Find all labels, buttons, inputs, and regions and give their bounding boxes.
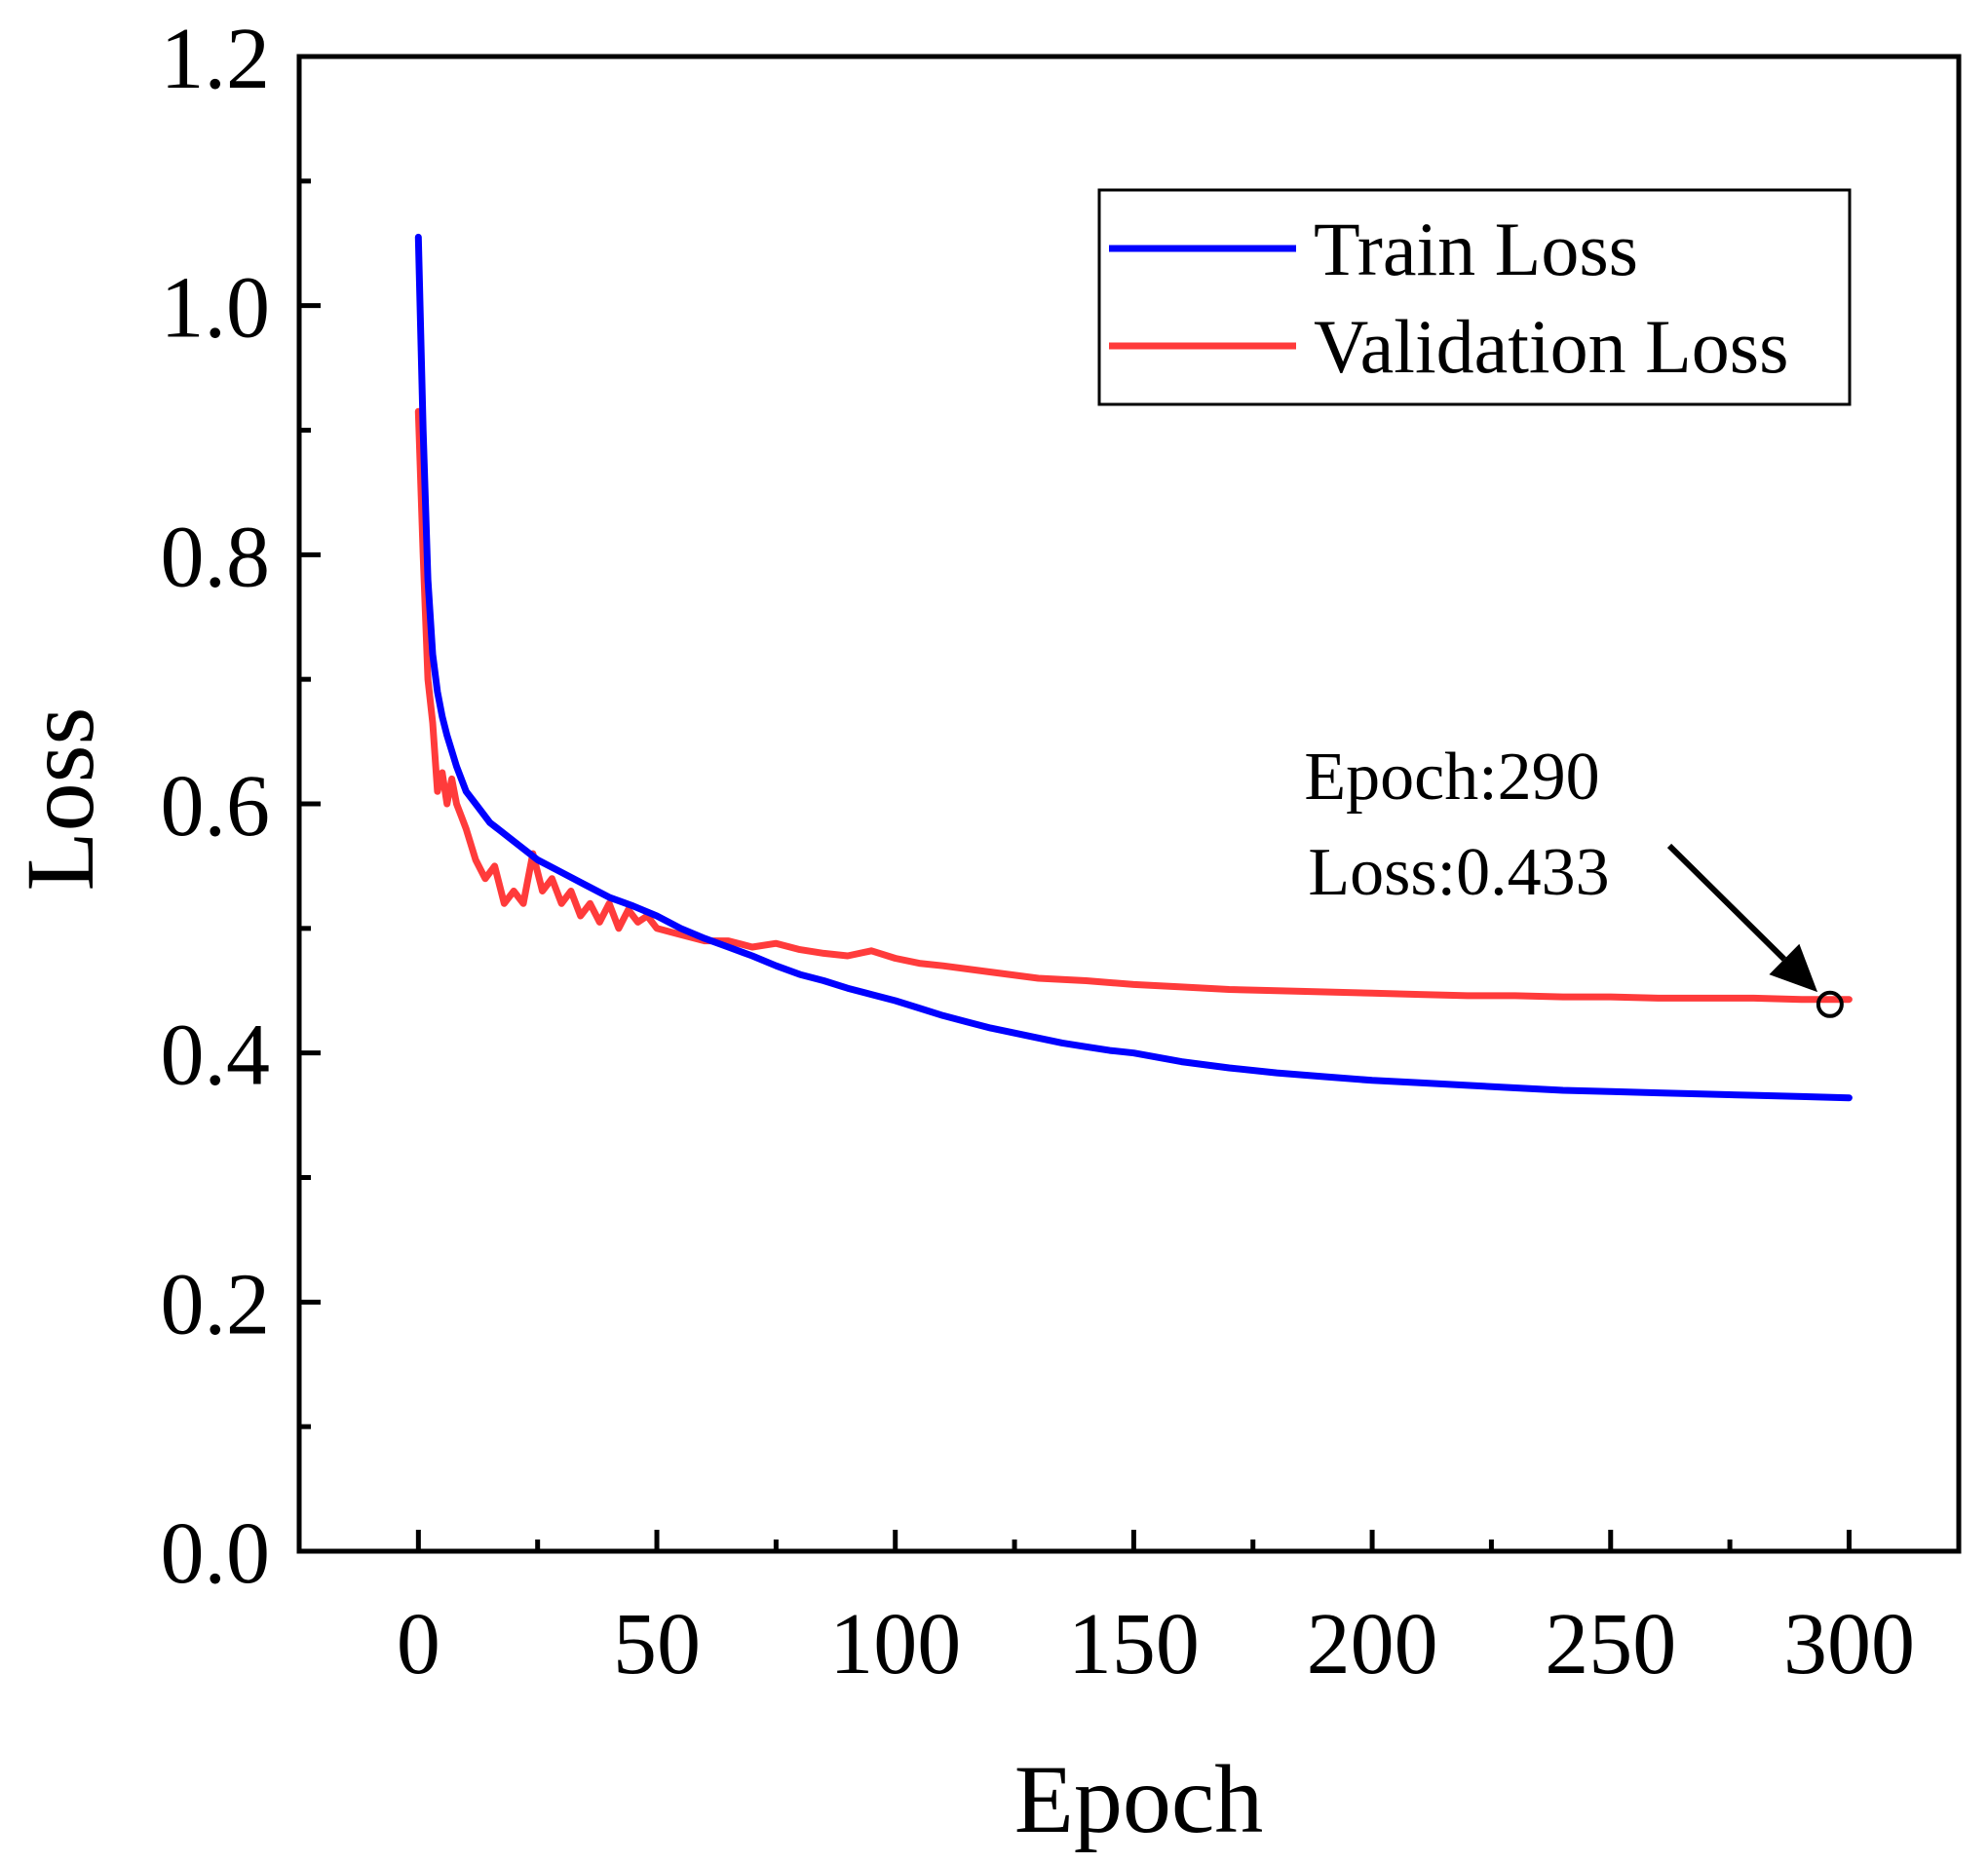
legend-label-validation-loss: Validation Loss	[1314, 304, 1788, 389]
x-tick-label: 250	[1545, 1596, 1676, 1692]
y-tick-label: 1.0	[161, 260, 271, 357]
y-tick-label: 0.0	[161, 1505, 271, 1602]
y-tick-label: 0.6	[161, 758, 271, 855]
x-axis-ticks: 0 50 100 150 200 250 300	[397, 1530, 1915, 1692]
annotation-epoch-text: Epoch:290	[1304, 740, 1599, 815]
series-line-train-loss	[414, 233, 1853, 1102]
x-tick-label: 100	[829, 1596, 961, 1692]
series-layer	[414, 233, 1853, 1102]
annotation: Epoch:290 Loss:0.433	[1304, 740, 1844, 1018]
legend-box	[1097, 188, 1852, 406]
legend-label-train-loss: Train Loss	[1314, 207, 1638, 291]
legend: Train Loss Validation Loss	[1097, 188, 1852, 406]
y-tick-label: 0.2	[161, 1256, 271, 1352]
y-axis-label: Loss	[6, 707, 114, 892]
plot-frame	[296, 54, 1962, 1554]
x-tick-label: 50	[613, 1596, 701, 1692]
x-tick-label: 200	[1307, 1596, 1438, 1692]
x-axis-label: Epoch	[1014, 1745, 1263, 1853]
annotation-marker	[1816, 990, 1844, 1018]
annotation-arrowhead	[1769, 943, 1818, 993]
series-line-validation-loss	[414, 407, 1853, 1004]
y-axis-ticks: 0.0 0.2 0.4 0.6 0.8 1.0 1.2	[161, 11, 321, 1602]
x-tick-label: 0	[397, 1596, 440, 1692]
x-tick-label: 150	[1068, 1596, 1200, 1692]
y-tick-label: 1.2	[161, 11, 271, 107]
annotation-loss-text: Loss:0.433	[1308, 835, 1609, 910]
annotation-arrow	[1666, 843, 1787, 962]
y-tick-label: 0.4	[161, 1008, 271, 1104]
x-tick-label: 300	[1783, 1596, 1915, 1692]
y-tick-label: 0.8	[161, 509, 271, 605]
